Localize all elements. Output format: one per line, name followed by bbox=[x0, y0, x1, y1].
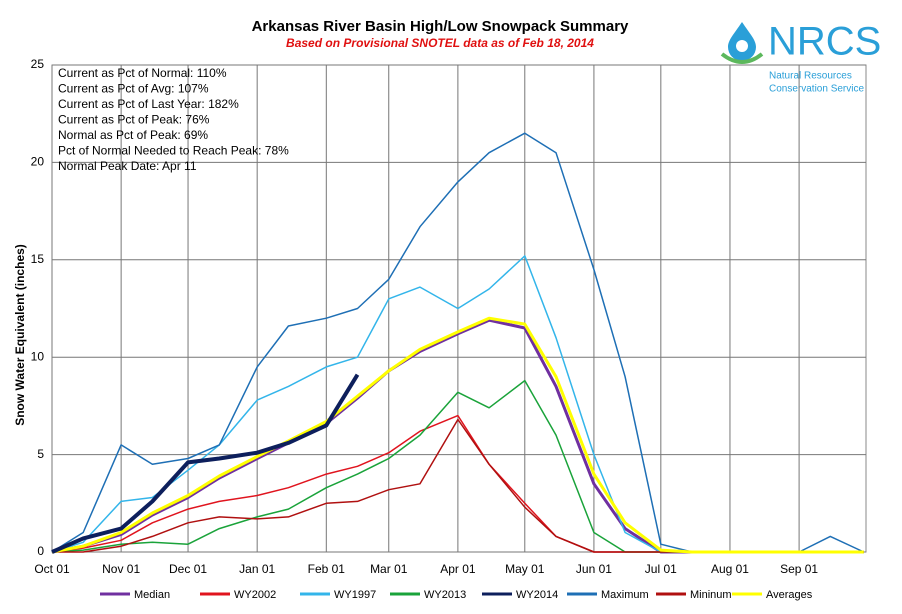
y-tick-label: 15 bbox=[31, 252, 45, 266]
x-tick-label: Oct 01 bbox=[34, 562, 70, 576]
annotation: Current as Pct of Avg: 107% bbox=[58, 82, 209, 96]
x-tick-label: Mar 01 bbox=[370, 562, 408, 576]
logo-line: Conservation Service bbox=[769, 84, 864, 95]
legend-label: Mininum bbox=[690, 589, 732, 601]
legend-label: Median bbox=[134, 589, 170, 601]
logo-arc bbox=[720, 52, 764, 64]
legend-label: WY2014 bbox=[516, 589, 558, 601]
x-tick-label: May 01 bbox=[505, 562, 545, 576]
legend-label: WY1997 bbox=[334, 589, 376, 601]
logo-line: Natural Resources bbox=[769, 71, 852, 82]
annotation: Current as Pct of Peak: 76% bbox=[58, 113, 210, 127]
x-tick-label: Feb 01 bbox=[308, 562, 346, 576]
logo-drop-inner bbox=[736, 40, 748, 52]
legend-label: WY2002 bbox=[234, 589, 276, 601]
annotation: Normal Peak Date: Apr 11 bbox=[58, 159, 197, 173]
y-tick-label: 10 bbox=[31, 349, 45, 363]
annotation: Current as Pct of Normal: 110% bbox=[58, 66, 227, 80]
x-tick-label: Jun 01 bbox=[576, 562, 612, 576]
chart-subtitle: Based on Provisional SNOTEL data as of F… bbox=[286, 36, 594, 50]
y-tick-label: 25 bbox=[31, 57, 45, 71]
y-axis-label: Snow Water Equivalent (inches) bbox=[13, 244, 27, 426]
annotation: Normal as Pct of Peak: 69% bbox=[58, 128, 208, 142]
logo: NRCS Natural Resources Conservation Serv… bbox=[720, 20, 881, 95]
legend-label: Averages bbox=[766, 589, 813, 601]
y-tick-label: 5 bbox=[37, 447, 44, 461]
x-tick-label: Jan 01 bbox=[239, 562, 275, 576]
x-tick-label: Aug 01 bbox=[711, 562, 749, 576]
annotation: Current as Pct of Last Year: 182% bbox=[58, 97, 239, 111]
legend-label: Maximum bbox=[601, 589, 649, 601]
x-tick-label: Nov 01 bbox=[102, 562, 140, 576]
y-tick-label: 20 bbox=[31, 155, 45, 169]
series-line bbox=[51, 373, 360, 554]
logo-name: NRCS bbox=[768, 20, 881, 64]
series-line bbox=[51, 316, 864, 554]
x-tick-label: Jul 01 bbox=[645, 562, 677, 576]
chart-title: Arkansas River Basin High/Low Snowpack S… bbox=[252, 18, 629, 35]
x-tick-label: Sep 01 bbox=[780, 562, 818, 576]
legend-label: WY2013 bbox=[424, 589, 466, 601]
x-tick-label: Dec 01 bbox=[169, 562, 207, 576]
y-tick-label: 0 bbox=[37, 544, 44, 558]
x-tick-label: Apr 01 bbox=[440, 562, 476, 576]
annotation: Pct of Normal Needed to Reach Peak: 78% bbox=[58, 144, 289, 158]
